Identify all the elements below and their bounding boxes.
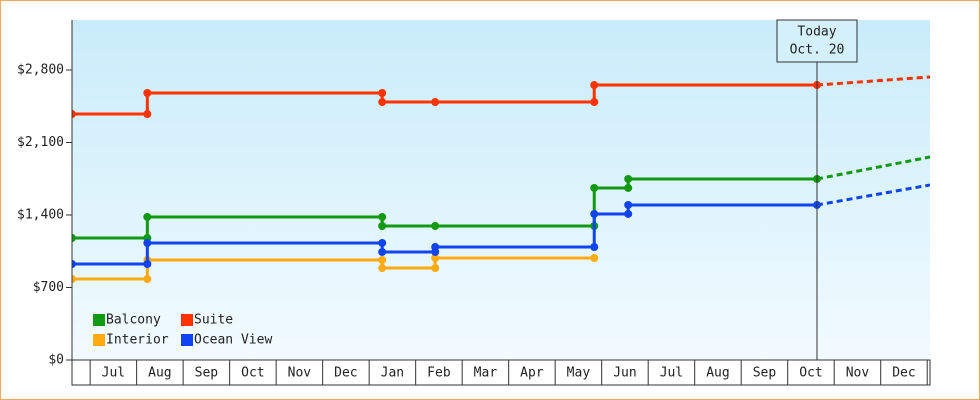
x-tick-label: Nov <box>288 366 312 381</box>
point <box>72 275 76 284</box>
forecast-line <box>816 75 930 87</box>
point <box>590 183 599 192</box>
x-axis-row <box>71 359 931 386</box>
point <box>624 209 633 218</box>
today-box <box>776 19 858 63</box>
forecast-line <box>816 183 930 207</box>
legend-label: Ocean View <box>194 333 272 348</box>
point <box>378 98 387 107</box>
point <box>72 234 76 243</box>
point <box>378 247 387 256</box>
x-tick-label: Oct <box>799 366 822 381</box>
x-tick-label: Jun <box>613 366 636 381</box>
point <box>590 243 599 252</box>
x-tick-label: Nov <box>846 366 870 381</box>
point <box>378 255 387 264</box>
x-tick-label: Jul <box>102 366 125 381</box>
x-tick-label: Jul <box>660 366 683 381</box>
x-tick-label: Aug <box>706 366 729 381</box>
point <box>72 110 76 119</box>
x-tick-label: Dec <box>334 366 357 381</box>
point <box>431 221 440 230</box>
point <box>590 98 599 107</box>
point <box>378 264 387 273</box>
x-tick-label: Aug <box>148 366 171 381</box>
x-tick-label: Apr <box>520 366 544 381</box>
point <box>590 81 599 90</box>
forecast-line <box>816 155 930 181</box>
today-label: Oct. 20 <box>790 43 845 58</box>
x-tick-label: Feb <box>427 366 451 381</box>
overlay: Jul Aug Sep Oct Nov Dec Jan Feb Mar Apr May Jun Jul A… <box>17 19 931 386</box>
point <box>143 238 152 247</box>
legend-label: Balcony <box>106 313 161 328</box>
point <box>143 89 152 98</box>
point <box>378 212 387 221</box>
point <box>378 238 387 247</box>
point <box>143 259 152 268</box>
legend-swatch <box>93 334 105 346</box>
y-tick-label: $2,100 <box>17 135 64 150</box>
x-tick-label: May <box>567 366 591 381</box>
y-tick-label: $700 <box>33 280 64 295</box>
legend-label: Suite <box>194 313 233 328</box>
point <box>624 183 633 192</box>
legend-label: Interior <box>106 333 169 348</box>
legend-swatch <box>181 334 193 346</box>
y-tick-label: $0 <box>48 353 64 368</box>
x-tick-label: Oct <box>241 366 264 381</box>
point <box>378 221 387 230</box>
y-tick-label: $1,400 <box>17 208 64 223</box>
legend-swatch <box>93 314 105 326</box>
x-tick-label: Jan <box>381 366 404 381</box>
point <box>143 275 152 284</box>
today-label: Today <box>797 25 836 40</box>
plot-area <box>72 20 930 360</box>
point <box>431 243 440 252</box>
x-tick-label: Sep <box>195 366 219 381</box>
point <box>590 253 599 262</box>
point <box>431 253 440 262</box>
x-tick-label: Dec <box>892 366 915 381</box>
point <box>72 259 76 268</box>
point <box>590 209 599 218</box>
x-tick-label: Sep <box>753 366 777 381</box>
x-tick-label: Mar <box>474 366 498 381</box>
point <box>431 264 440 273</box>
point <box>143 110 152 119</box>
point <box>624 174 633 183</box>
y-tick-label: $2,800 <box>17 63 64 78</box>
point <box>378 89 387 98</box>
point <box>143 212 152 221</box>
legend-swatch <box>181 314 193 326</box>
point <box>624 200 633 209</box>
point <box>431 98 440 107</box>
plot <box>72 75 930 284</box>
